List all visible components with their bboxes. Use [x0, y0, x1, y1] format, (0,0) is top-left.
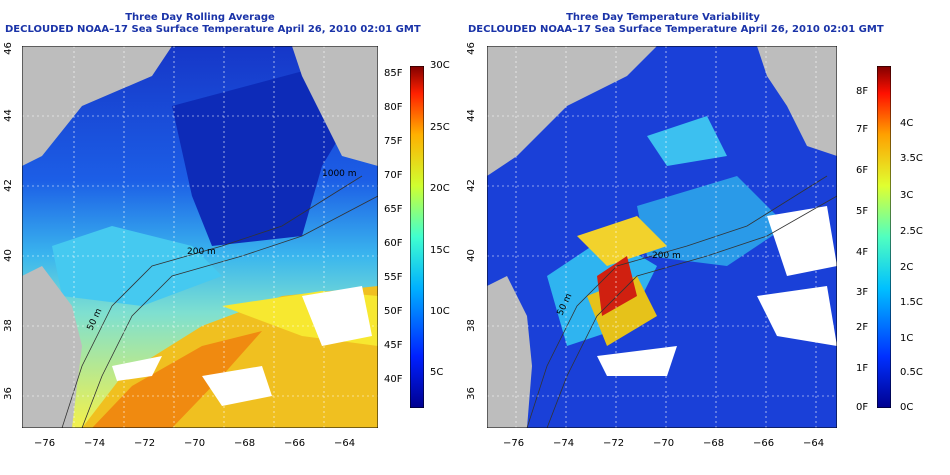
right-cb-c-05: 0.5C — [900, 367, 923, 378]
right-xtick-66: −66 — [753, 438, 775, 449]
right-cb-f-2: 2F — [856, 322, 869, 333]
right-cb-c-35: 3.5C — [900, 153, 923, 164]
left-title: Three Day Rolling Average — [125, 12, 275, 23]
left-ytick-36: 36 — [2, 387, 14, 400]
left-cb-c-15: 15C — [430, 245, 450, 256]
left-contour-200m: 200 m — [187, 247, 216, 257]
left-cb-f-80: 80F — [384, 102, 403, 113]
left-xtick-74: −74 — [84, 438, 106, 449]
right-variability-map: 200 m 50 m — [487, 46, 837, 428]
right-cb-f-5: 5F — [856, 206, 869, 217]
right-cb-f-4: 4F — [856, 247, 869, 258]
right-colorbar — [877, 66, 891, 408]
left-cb-f-40: 40F — [384, 374, 403, 385]
left-subtitle: DECLOUDED NOAA–17 Sea Surface Temperatur… — [5, 24, 421, 35]
right-ytick-46: 46 — [465, 42, 477, 55]
left-cb-f-55: 55F — [384, 272, 403, 283]
left-cb-c-5: 5C — [430, 367, 444, 378]
left-xtick-66: −66 — [284, 438, 306, 449]
right-ytick-44: 44 — [465, 109, 477, 122]
left-xtick-64: −64 — [334, 438, 356, 449]
left-cb-f-70: 70F — [384, 170, 403, 181]
right-xtick-70: −70 — [653, 438, 675, 449]
right-cb-f-8: 8F — [856, 86, 869, 97]
left-colorbar — [410, 66, 424, 408]
right-cb-c-25: 2.5C — [900, 226, 923, 237]
right-xtick-68: −68 — [703, 438, 725, 449]
left-cb-c-25: 25C — [430, 122, 450, 133]
left-cb-f-60: 60F — [384, 238, 403, 249]
left-xtick-68: −68 — [234, 438, 256, 449]
right-cb-c-1: 1C — [900, 333, 914, 344]
left-xtick-72: −72 — [134, 438, 156, 449]
left-cb-c-10: 10C — [430, 306, 450, 317]
left-cb-c-20: 20C — [430, 183, 450, 194]
left-ytick-42: 42 — [2, 179, 14, 192]
right-cb-c-4: 4C — [900, 118, 914, 129]
right-cb-f-0: 0F — [856, 402, 869, 413]
left-cb-c-30: 30C — [430, 60, 450, 71]
right-cb-f-6: 6F — [856, 165, 869, 176]
right-cb-c-0: 0C — [900, 402, 914, 413]
right-xtick-76: −76 — [503, 438, 525, 449]
left-ytick-40: 40 — [2, 249, 14, 262]
right-xtick-74: −74 — [553, 438, 575, 449]
right-ytick-38: 38 — [465, 319, 477, 332]
right-cb-f-1: 1F — [856, 363, 869, 374]
left-cb-f-50: 50F — [384, 306, 403, 317]
left-cb-f-65: 65F — [384, 204, 403, 215]
right-title: Three Day Temperature Variability — [566, 12, 760, 23]
right-cb-c-3: 3C — [900, 190, 914, 201]
left-sst-map: 200 m 1000 m 50 m — [22, 46, 378, 428]
right-xtick-72: −72 — [603, 438, 625, 449]
left-cb-f-45: 45F — [384, 340, 403, 351]
left-contour-1000m: 1000 m — [322, 169, 357, 179]
right-cb-c-15: 1.5C — [900, 297, 923, 308]
left-ytick-44: 44 — [2, 109, 14, 122]
right-ytick-42: 42 — [465, 179, 477, 192]
left-cb-f-85: 85F — [384, 68, 403, 79]
right-cb-c-2: 2C — [900, 262, 914, 273]
left-ytick-38: 38 — [2, 319, 14, 332]
right-xtick-64: −64 — [803, 438, 825, 449]
right-cb-f-7: 7F — [856, 124, 869, 135]
left-xtick-70: −70 — [184, 438, 206, 449]
right-ytick-40: 40 — [465, 249, 477, 262]
left-ytick-46: 46 — [2, 42, 14, 55]
right-cb-f-3: 3F — [856, 287, 869, 298]
left-cb-f-75: 75F — [384, 136, 403, 147]
right-contour-200m: 200 m — [652, 251, 681, 261]
right-subtitle: DECLOUDED NOAA–17 Sea Surface Temperatur… — [468, 24, 884, 35]
right-ytick-36: 36 — [465, 387, 477, 400]
left-xtick-76: −76 — [34, 438, 56, 449]
